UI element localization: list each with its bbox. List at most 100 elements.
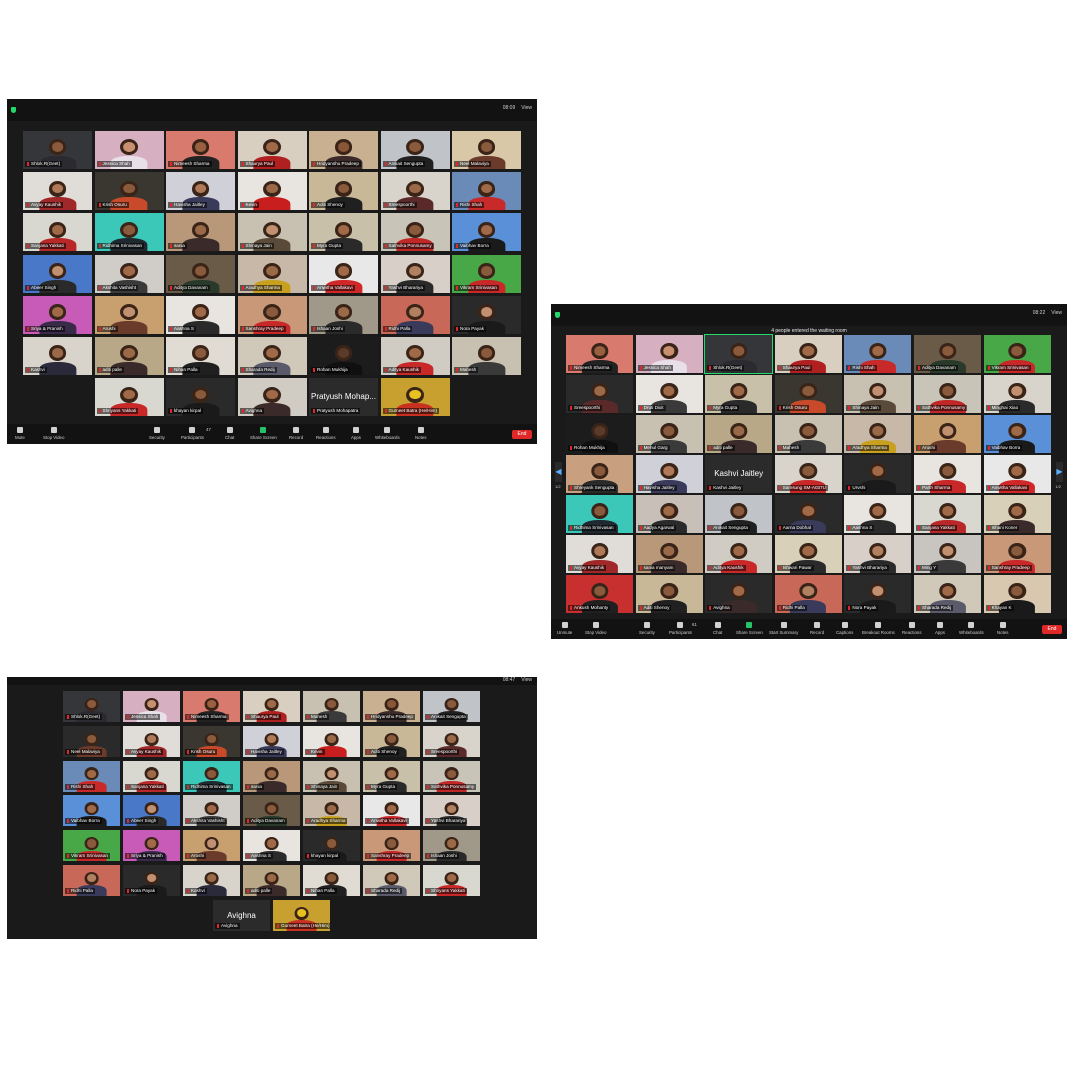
participant-tile[interactable]: Shinaya Jain: [844, 375, 912, 413]
participant-tile[interactable]: Havisha Jaitley: [635, 455, 703, 493]
participant-tile[interactable]: Aditya Davanam: [914, 335, 981, 373]
share-screen-button[interactable]: Share Screen: [736, 622, 763, 635]
participant-tile[interactable]: Sreespoorthi: [423, 725, 480, 757]
participant-tile[interactable]: Mahesh: [303, 691, 360, 722]
participant-tile[interactable]: Pratyush Mohap... Pratyush Mohapatra: [309, 378, 378, 417]
participant-tile[interactable]: Kevin: [303, 725, 360, 757]
participant-tile[interactable]: Anikait Sengupta: [423, 691, 480, 722]
participant-tile[interactable]: Vikram Srinivasan: [452, 254, 521, 293]
participant-tile[interactable]: Krish Osuru: [183, 725, 240, 757]
participant-tile[interactable]: Samsung SM-A037U: [774, 455, 842, 493]
view-button[interactable]: View: [521, 105, 532, 111]
waiting-room-banner[interactable]: 4 people entered the waiting room: [771, 328, 847, 334]
participant-tile[interactable]: Shinaya Jain: [237, 213, 307, 252]
participant-tile[interactable]: Aditya Kaushik: [380, 337, 450, 375]
participant-tile[interactable]: Shriyans Yakkati: [423, 865, 480, 896]
participant-tile[interactable]: Akshita Vashisht: [94, 254, 164, 293]
unmute-button[interactable]: Unmute: [557, 622, 572, 635]
participant-tile[interactable]: Aradhya Sharma: [844, 415, 912, 453]
participant-tile[interactable]: Myra Gupta: [705, 375, 773, 413]
participant-tile[interactable]: Aditya Davanam: [166, 254, 235, 293]
participant-tile[interactable]: Yashvi Bharariya: [844, 535, 912, 573]
participant-tile[interactable]: Nihan Palla: [303, 865, 360, 896]
participant-tile[interactable]: Rohan Mukhija: [566, 415, 633, 453]
reactions-button[interactable]: Reactions: [902, 622, 922, 635]
participant-tile[interactable]: Sriya & Pranish: [123, 830, 180, 862]
participant-tile[interactable]: Krish Osuru: [774, 375, 842, 413]
participant-tile[interactable]: sania: [166, 213, 235, 252]
participant-tile[interactable]: Yashvi Bharariya: [423, 795, 480, 827]
participant-tile[interactable]: Sanshray Pradeep: [983, 535, 1051, 573]
participant-tile[interactable]: khayan kirpal: [303, 830, 360, 862]
notes-button[interactable]: Notes: [415, 427, 426, 440]
participant-tile[interactable]: sania manyam: [635, 535, 703, 573]
participant-tile[interactable]: Arushi: [914, 415, 981, 453]
participant-tile[interactable]: Sanshray Pradeep: [237, 295, 307, 334]
participant-tile[interactable]: Hridyanshu Pradeep: [363, 691, 420, 722]
participant-tile[interactable]: Krish Osuru: [94, 172, 164, 211]
security-button[interactable]: Security: [639, 622, 655, 635]
participant-tile[interactable]: Aashna S: [166, 295, 235, 334]
participant-tile[interactable]: Vaibhav Borra: [63, 795, 120, 827]
participant-tile[interactable]: aditi palle: [243, 865, 300, 896]
participant-tile[interactable]: Shinaya Jain: [303, 760, 360, 792]
view-button[interactable]: View: [521, 677, 532, 683]
record-button[interactable]: Record: [289, 427, 303, 440]
participant-tile[interactable]: Anikait Sengupta: [705, 495, 773, 533]
participant-tile[interactable]: Ridhima Srinivasan: [94, 213, 164, 252]
participant-tile[interactable]: Shreyank Sengupta: [566, 455, 633, 493]
participant-tile[interactable]: Gurneet Batra (He/Him): [380, 378, 450, 417]
end-button[interactable]: End: [1042, 625, 1062, 634]
participant-tile[interactable]: Jessica Shah: [635, 335, 703, 373]
participant-tile[interactable]: Ishani Koner: [983, 495, 1051, 533]
view-button[interactable]: View: [1051, 310, 1062, 316]
participant-tile[interactable]: Khayan K: [983, 575, 1051, 613]
end-button[interactable]: End: [512, 430, 532, 439]
participant-tile[interactable]: Anwitha Vallakavi: [983, 455, 1051, 493]
participant-tile[interactable]: Nihan Palla: [166, 337, 235, 375]
participant-tile[interactable]: Akshita Vashisht: [183, 795, 240, 827]
participant-tile[interactable]: aditi palle: [94, 337, 164, 375]
participant-tile[interactable]: Anwitha Vallakavi: [309, 254, 378, 293]
record-button[interactable]: Record: [810, 622, 824, 635]
participants-button[interactable]: Participants: [181, 427, 204, 440]
whiteboards-button[interactable]: Whiteboards: [375, 427, 400, 440]
participant-tile[interactable]: Shriyans Yakkati: [94, 378, 164, 417]
breakout-rooms-button[interactable]: Breakout Rooms: [862, 622, 895, 635]
reactions-button[interactable]: Reactions: [316, 427, 336, 440]
participant-tile[interactable]: Sanjana Yakkati: [123, 760, 180, 792]
participant-tile[interactable]: Anikait Sengupta: [380, 131, 450, 169]
participant-tile[interactable]: Ming Y: [914, 535, 981, 573]
participant-tile[interactable]: Sharada Redij: [363, 865, 420, 896]
chat-button[interactable]: Chat: [713, 622, 722, 635]
participant-tile[interactable]: Kevin: [237, 172, 307, 211]
participant-tile[interactable]: Nora Payak: [844, 575, 912, 613]
participant-tile[interactable]: Sathvika Ponnusamy: [914, 375, 981, 413]
share-screen-button[interactable]: Share Screen: [250, 427, 277, 440]
participant-tile[interactable]: Aashna S: [243, 830, 300, 862]
apps-button[interactable]: Apps: [935, 622, 945, 635]
participant-tile[interactable]: Sanjana Yakkati: [23, 213, 92, 252]
participant-tile[interactable]: Abeer Singh: [23, 254, 92, 293]
participant-tile[interactable]: Avighna Avighna: [213, 899, 270, 931]
participant-tile[interactable]: Mahesh: [774, 415, 842, 453]
participant-tile[interactable]: Gurneet Batra (He/Him): [273, 899, 330, 931]
participants-button[interactable]: Participants: [669, 622, 692, 635]
participant-tile[interactable]: Mehul Garg: [635, 415, 703, 453]
participant-tile[interactable]: Aashna S: [844, 495, 912, 533]
participant-tile[interactable]: Minghai Xiao: [983, 375, 1051, 413]
previous-page-arrow-icon[interactable]: ◀: [555, 462, 562, 482]
participant-tile[interactable]: Avyay Kaushik: [123, 725, 180, 757]
participant-tile[interactable]: aditi palle: [705, 415, 773, 453]
participant-tile[interactable]: Arushi: [94, 295, 164, 334]
participant-tile[interactable]: Avyay Kaushik: [566, 535, 633, 573]
participant-tile[interactable]: Sharada Redij: [914, 575, 981, 613]
participant-tile[interactable]: Abeer Singh: [123, 795, 180, 827]
participant-tile[interactable]: Mahesh: [452, 337, 521, 375]
security-button[interactable]: Security: [149, 427, 165, 440]
participant-tile[interactable]: Myra Gupta: [309, 213, 378, 252]
participant-tile[interactable]: Rishi Shah: [844, 335, 912, 373]
participant-tile[interactable]: Ishwari Pawar: [774, 535, 842, 573]
participant-tile[interactable]: Vikram Srinivasan: [983, 335, 1051, 373]
participant-tile[interactable]: Jessica Shah: [94, 131, 164, 169]
